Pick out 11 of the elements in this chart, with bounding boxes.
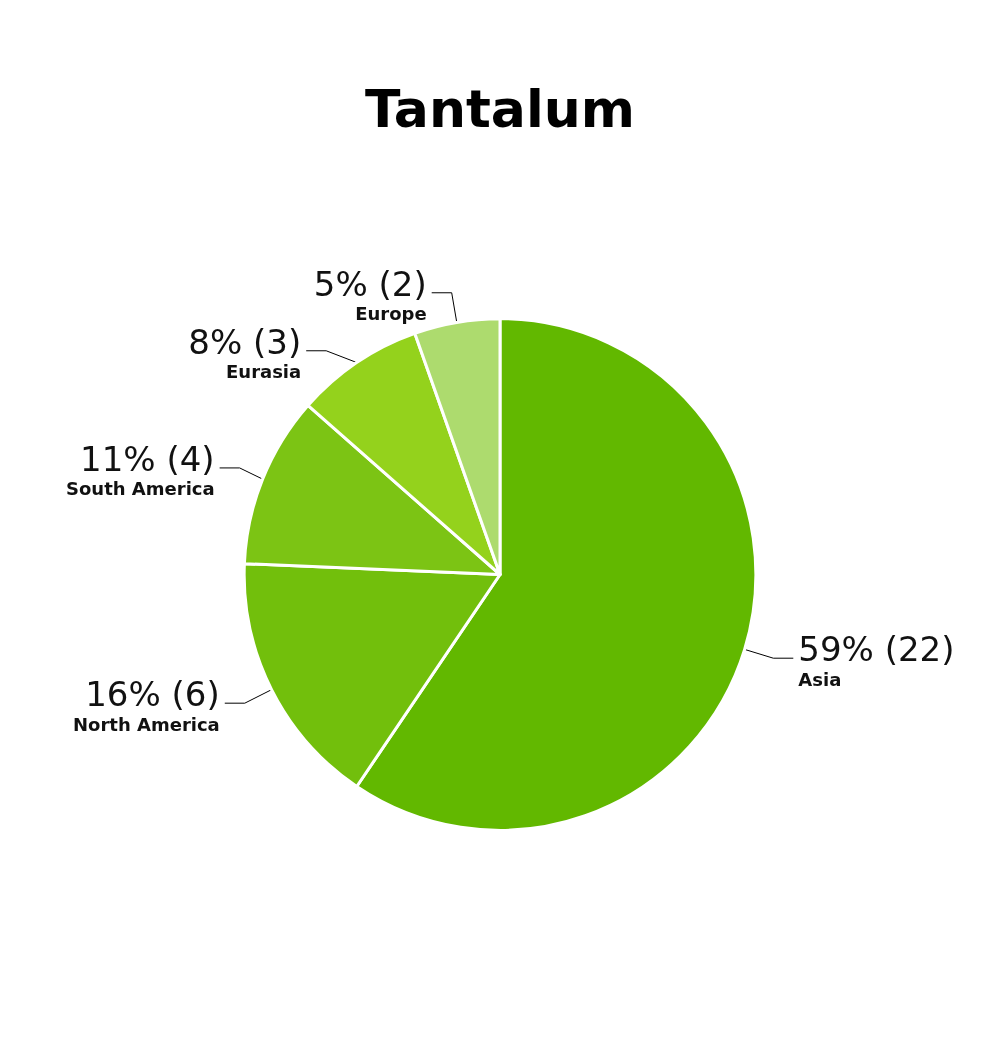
slice-label: Asia xyxy=(798,668,842,690)
slice-label: South America xyxy=(66,478,215,500)
data-label: 59% (22) xyxy=(798,629,955,670)
slice-label: North America xyxy=(73,713,220,735)
slice-label: Eurasia xyxy=(226,361,302,383)
data-label: 16% (6) xyxy=(85,674,220,715)
data-label: 8% (3) xyxy=(188,321,302,362)
data-label: 5% (2) xyxy=(313,263,427,304)
chart-title: Tantalum xyxy=(365,79,635,139)
data-label: 11% (4) xyxy=(80,438,215,479)
slice-label: Europe xyxy=(355,303,427,325)
